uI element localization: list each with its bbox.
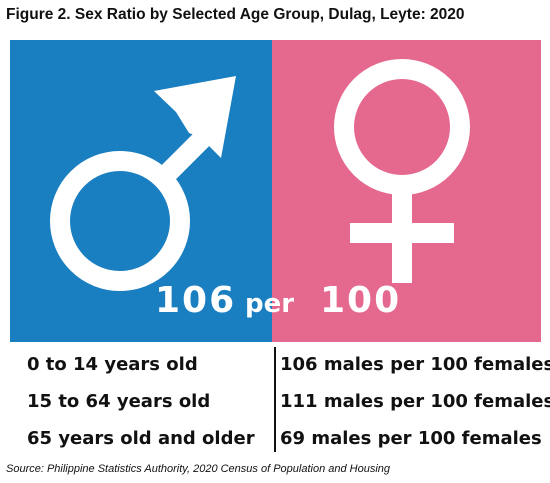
age-group-cell: 15 to 64 years old <box>27 391 211 412</box>
table-row: 65 years old and older 69 males per 100 … <box>0 428 550 464</box>
figure-title: Figure 2. Sex Ratio by Selected Age Grou… <box>6 6 465 23</box>
sex-ratio-cell: 111 males per 100 females <box>280 391 550 412</box>
female-symbol-crossbar <box>350 223 454 243</box>
male-panel <box>10 40 272 342</box>
table-row: 0 to 14 years old 106 males per 100 fema… <box>0 354 550 390</box>
male-symbol-arrowhead <box>154 76 236 158</box>
age-group-cell: 0 to 14 years old <box>27 354 198 375</box>
male-ratio-value: 106 <box>155 280 237 321</box>
male-symbol-icon <box>10 40 272 342</box>
table-row: 15 to 64 years old 111 males per 100 fem… <box>0 391 550 427</box>
female-symbol-icon <box>272 40 541 342</box>
ratio-per-label: per <box>245 289 295 319</box>
sex-ratio-cell: 106 males per 100 females <box>280 354 550 375</box>
male-symbol-ring <box>50 151 190 291</box>
source-note: Source: Philippine Statistics Authority,… <box>6 463 391 475</box>
female-ratio-value: 100 <box>320 280 402 321</box>
female-panel <box>272 40 541 342</box>
age-group-cell: 65 years old and older <box>27 428 255 449</box>
sex-ratio-cell: 69 males per 100 females <box>280 428 542 449</box>
column-divider <box>274 347 276 452</box>
